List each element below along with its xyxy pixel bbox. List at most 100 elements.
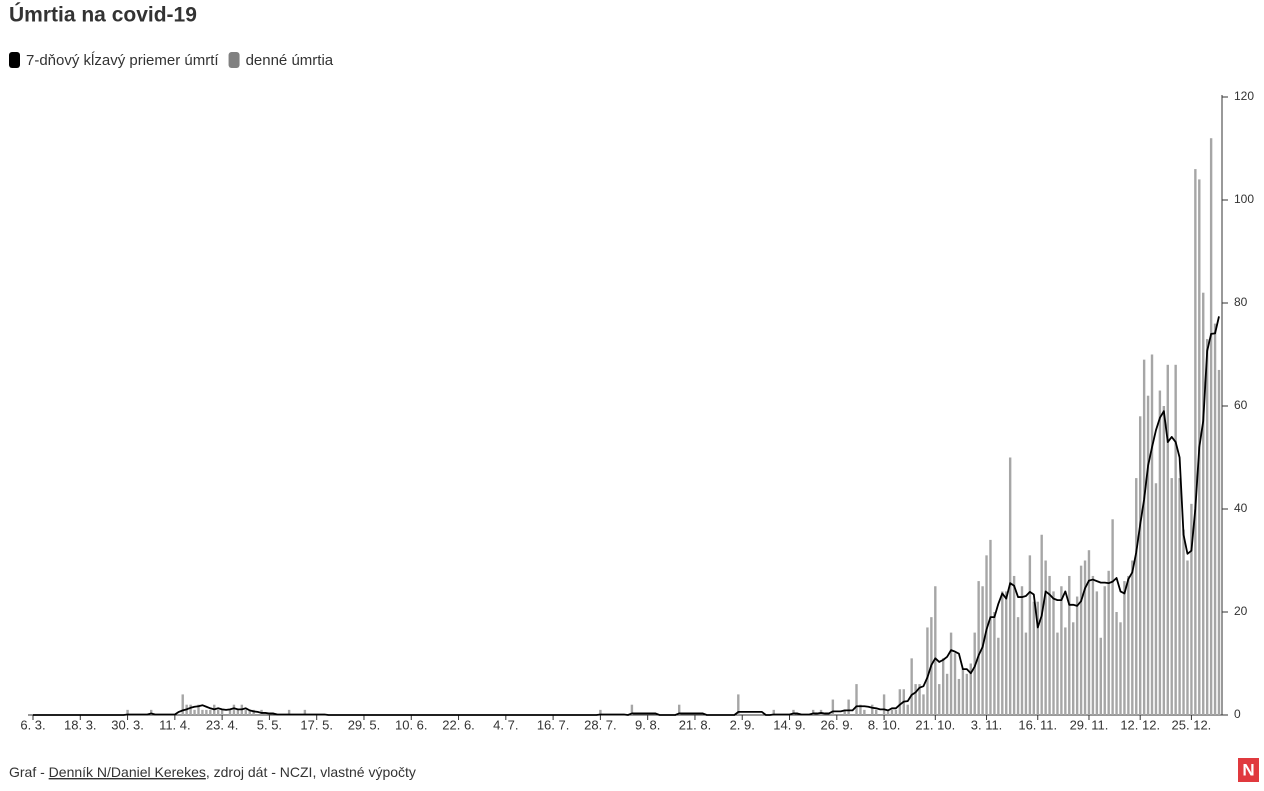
bar bbox=[1103, 586, 1106, 715]
bar bbox=[898, 689, 902, 715]
bar bbox=[871, 704, 874, 715]
x-tick-label: 11. 4. bbox=[159, 717, 191, 732]
bar bbox=[181, 694, 184, 715]
bar bbox=[1044, 560, 1047, 715]
x-tick-label: 17. 5. bbox=[300, 717, 333, 732]
bar bbox=[965, 673, 969, 715]
bar bbox=[1016, 617, 1020, 715]
bar bbox=[201, 709, 204, 715]
bar bbox=[1154, 483, 1158, 715]
x-tick-label: 16. 7. bbox=[537, 717, 570, 732]
bar bbox=[248, 709, 251, 715]
bar bbox=[1213, 323, 1217, 715]
x-tick-label: 3. 11. bbox=[971, 717, 1003, 732]
bar bbox=[922, 694, 925, 715]
bar bbox=[287, 709, 291, 715]
bar bbox=[981, 586, 984, 715]
bar bbox=[236, 709, 240, 715]
y-tick-label: 120 bbox=[1234, 89, 1254, 103]
bar bbox=[1111, 519, 1114, 715]
bar bbox=[197, 704, 200, 715]
bar bbox=[1083, 560, 1087, 715]
bar bbox=[926, 627, 929, 715]
x-tick-label: 8. 10. bbox=[868, 717, 901, 732]
bar bbox=[973, 632, 976, 715]
x-tick-label: 2. 9. bbox=[730, 717, 755, 732]
bar bbox=[1190, 503, 1193, 715]
legend-label: 7-dňový kĺzavý priemer úmrtí bbox=[26, 51, 219, 69]
legend: 7-dňový kĺzavý priemer úmrtí denné úmrtia bbox=[9, 51, 334, 69]
x-tick-label: 26. 9. bbox=[821, 717, 854, 732]
bar bbox=[914, 684, 917, 715]
bar bbox=[1142, 359, 1146, 715]
bar bbox=[997, 637, 1000, 715]
bar bbox=[941, 658, 945, 715]
bar bbox=[1064, 627, 1067, 715]
source-prefix: Graf - bbox=[9, 764, 49, 780]
bar bbox=[1119, 622, 1122, 715]
bar bbox=[843, 709, 846, 715]
bar bbox=[1115, 612, 1118, 715]
bar bbox=[993, 612, 996, 715]
bar bbox=[252, 709, 255, 715]
bar bbox=[882, 694, 886, 715]
logo: N bbox=[1242, 760, 1254, 779]
bar bbox=[1048, 575, 1051, 715]
bar bbox=[1005, 591, 1008, 715]
bar bbox=[1052, 591, 1055, 715]
x-tick-label: 6. 3. bbox=[20, 717, 45, 732]
x-tick-label: 29. 5. bbox=[348, 717, 381, 732]
bar bbox=[1186, 560, 1189, 715]
x-tick-label: 25. 12. bbox=[1172, 717, 1212, 732]
bar bbox=[1135, 478, 1138, 715]
bar bbox=[1040, 534, 1043, 715]
y-tick-label: 100 bbox=[1234, 192, 1254, 206]
bar bbox=[811, 709, 815, 715]
bar bbox=[831, 699, 835, 715]
bar bbox=[1028, 555, 1032, 715]
bar bbox=[1146, 395, 1150, 715]
legend-label: denné úmrtia bbox=[246, 52, 334, 69]
bar bbox=[244, 709, 247, 715]
bar bbox=[977, 581, 980, 715]
bar bbox=[1024, 632, 1028, 715]
bar bbox=[906, 704, 909, 715]
bar bbox=[847, 699, 850, 715]
bar bbox=[220, 709, 224, 715]
bar bbox=[1020, 586, 1024, 715]
bar bbox=[1012, 575, 1016, 715]
bar bbox=[1107, 570, 1110, 715]
y-tick-label: 40 bbox=[1234, 501, 1248, 515]
bar bbox=[1036, 601, 1039, 715]
bar bbox=[890, 709, 894, 715]
bar bbox=[985, 555, 988, 715]
bar bbox=[303, 709, 307, 715]
bar bbox=[938, 684, 941, 715]
bar bbox=[855, 684, 858, 715]
bar bbox=[1091, 575, 1095, 715]
bar bbox=[205, 709, 208, 715]
bar bbox=[1182, 529, 1185, 715]
x-tick-label: 5. 5. bbox=[257, 717, 282, 732]
bar bbox=[193, 709, 196, 715]
bar bbox=[1178, 478, 1181, 715]
source: Graf - Denník N/Daniel Kerekes, zdroj dá… bbox=[9, 764, 416, 780]
bar bbox=[961, 668, 965, 715]
bar bbox=[1170, 478, 1173, 715]
x-tick-label: 29. 11. bbox=[1070, 717, 1109, 732]
x-tick-label: 28. 7. bbox=[584, 717, 617, 732]
x-tick-label: 16. 11. bbox=[1018, 717, 1057, 732]
x-tick-label: 12. 12. bbox=[1120, 717, 1160, 732]
x-tick-label: 18. 3. bbox=[64, 717, 97, 732]
y-tick-label: 60 bbox=[1234, 398, 1248, 412]
bar bbox=[1099, 637, 1102, 715]
bar bbox=[1217, 369, 1221, 715]
bar bbox=[1095, 591, 1099, 715]
source-link[interactable]: Denník N/Daniel Kerekes bbox=[49, 764, 206, 780]
bar bbox=[989, 539, 992, 715]
bar bbox=[1032, 601, 1036, 715]
bar bbox=[792, 709, 795, 715]
x-tick-label: 30. 3. bbox=[111, 717, 144, 732]
